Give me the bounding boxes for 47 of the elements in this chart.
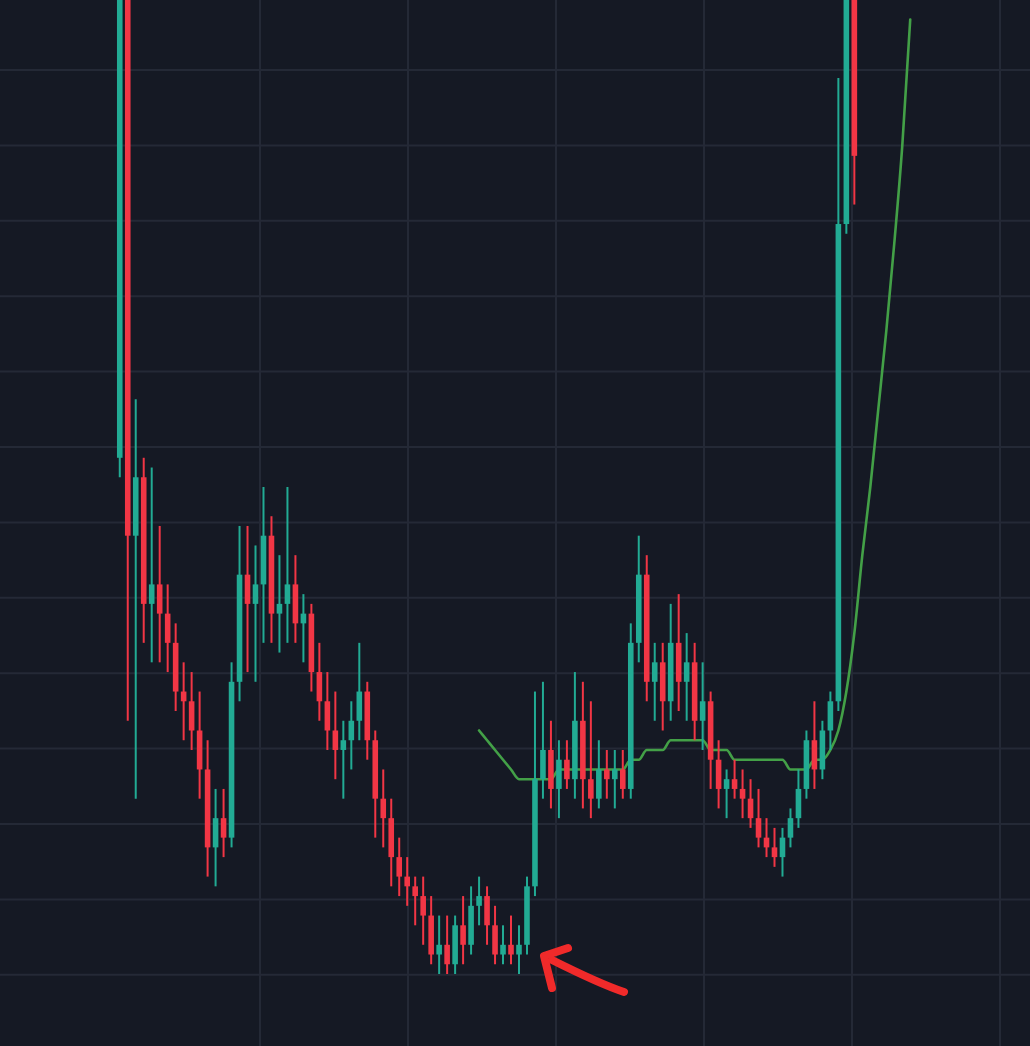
candlestick: [340, 719, 347, 800]
candlestick: [548, 719, 554, 810]
candlestick: [731, 758, 738, 800]
candlestick: [659, 641, 666, 732]
candlestick: [620, 748, 626, 800]
candlestick: [588, 700, 594, 820]
candlestick: [452, 914, 458, 975]
candlestick: [500, 924, 506, 966]
candlestick: [420, 875, 426, 946]
candlestick: [596, 739, 602, 810]
candlestick: [699, 661, 706, 751]
candlestick: [484, 885, 490, 946]
candlestick: [188, 671, 195, 751]
candlestick: [156, 524, 163, 664]
candlestick: [324, 671, 331, 751]
candlestick: [436, 914, 442, 975]
candlestick: [787, 807, 794, 849]
candlestick: [412, 875, 418, 927]
candlestick: [476, 875, 482, 927]
candlestick: [508, 914, 514, 966]
candlestick: [827, 690, 834, 751]
candlestick: [492, 904, 498, 966]
candlestick: [651, 641, 658, 722]
candlestick: [148, 466, 155, 664]
candlestick: [444, 914, 450, 975]
candlestick: [388, 797, 395, 888]
candlestick: [739, 768, 746, 820]
candlestick: [284, 486, 291, 644]
candlestick: [771, 826, 778, 868]
candlestick: [404, 856, 410, 907]
candlestick: [220, 787, 227, 859]
candlestick: [428, 895, 434, 966]
candlestick: [612, 748, 618, 810]
candlestick: [755, 787, 762, 849]
candlestick: [468, 885, 474, 956]
candlestick: [276, 554, 283, 654]
candlestick: [380, 768, 387, 849]
candlestick: [540, 680, 546, 800]
candlestick: [252, 544, 259, 683]
candlestick: [604, 748, 610, 800]
candlestick: [396, 836, 403, 898]
candlestick: [460, 895, 466, 966]
candlestick: [516, 924, 522, 975]
candlestick: [564, 739, 570, 790]
candlestick: [683, 632, 690, 722]
candlestick: [556, 739, 562, 820]
candlestick: [723, 768, 730, 820]
